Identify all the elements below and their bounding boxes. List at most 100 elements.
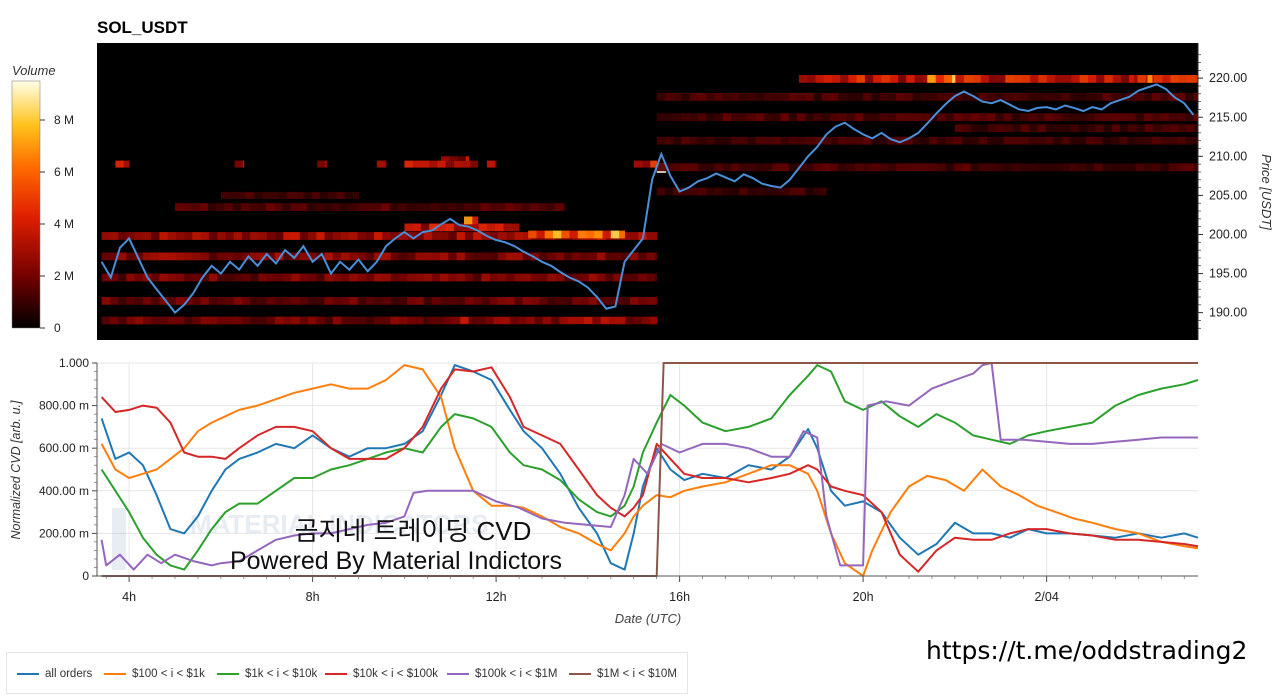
heatmap-cell [996, 124, 1005, 133]
heatmap-cell [952, 75, 956, 83]
channel-url[interactable]: https://t.me/oddstrading2 [926, 636, 1248, 665]
heatmap-cell [316, 252, 325, 261]
heatmap-cell [739, 187, 748, 196]
heatmap-cell [755, 93, 765, 101]
chart-canvas: SOL_USDT Volume 0 2 M 4 M 6 M 8 M 190.00 195.… [9, 18, 1274, 626]
heatmap-cell [1176, 113, 1186, 122]
heatmap-cell [580, 273, 590, 282]
heatmap-cell [747, 113, 757, 122]
legend-item[interactable]: $100 < i < $1k [104, 653, 205, 695]
heatmap-cell [175, 252, 185, 261]
heatmap-cell [365, 297, 375, 305]
heatmap-cell [1102, 93, 1112, 101]
legend-item[interactable]: $1M < i < $10M [569, 653, 677, 695]
heatmap-cell [1094, 163, 1103, 172]
heatmap-cell [299, 252, 309, 261]
heatmap-cell [415, 273, 425, 282]
heatmap-cell [142, 232, 152, 240]
heatmap-cell [755, 113, 765, 122]
heatmap-cell [797, 136, 806, 145]
heatmap-cell [275, 316, 284, 325]
heatmap-cell [266, 252, 276, 261]
heatmap-cell [315, 203, 325, 211]
heatmap-cell [980, 75, 990, 83]
heatmap-cell [863, 113, 872, 122]
heatmap-cell [1176, 93, 1186, 101]
heatmap-cell [123, 160, 130, 168]
heatmap-cell [935, 75, 945, 83]
heatmap-cell [887, 163, 897, 172]
heatmap-cell [788, 163, 798, 172]
heatmap-cell [440, 297, 449, 305]
heatmap-cell [617, 316, 626, 324]
heatmap-cell [963, 124, 972, 133]
heatmap-cell [317, 160, 326, 168]
heatmap-cell [506, 252, 515, 261]
heatmap-cell [382, 273, 391, 282]
heatmap-cell [497, 297, 507, 305]
heatmap-cell [522, 273, 532, 282]
price-tick-label: 215.00 [1209, 110, 1247, 124]
heatmap-cell [357, 232, 367, 240]
heatmap-cell [356, 203, 366, 211]
heatmap-cell [126, 273, 136, 282]
heatmap-cell [1127, 113, 1137, 122]
heatmap-cell [1193, 113, 1199, 122]
heatmap-cell [217, 316, 226, 325]
heatmap-cell [597, 297, 606, 305]
heatmap-cell [448, 297, 458, 305]
legend-item[interactable]: $1k < i < $10k [217, 653, 317, 695]
legend-item[interactable]: $10k < i < $100k [325, 653, 438, 695]
cvd-y-tick-label: 800.00 m [39, 399, 89, 413]
heatmap-cell [225, 252, 235, 261]
heatmap-cell [283, 316, 292, 325]
heatmap-cell [912, 113, 922, 122]
heatmap-cell [597, 252, 606, 261]
heatmap-cell [526, 316, 536, 324]
heatmap-cell [191, 203, 201, 211]
legend-swatch [447, 673, 469, 675]
heatmap-cell [714, 187, 724, 196]
heatmap-cell [1054, 75, 1064, 83]
heatmap-cell [1110, 93, 1120, 101]
heatmap-cell [630, 273, 639, 282]
cvd-x-tick-label: 2/04 [1034, 590, 1058, 604]
heatmap-cell [555, 273, 565, 282]
heatmap-cell [1194, 124, 1199, 133]
heatmap-cell [262, 191, 271, 199]
heatmap-cell [1153, 124, 1162, 133]
heatmap-cell [109, 273, 119, 282]
heatmap-cell [838, 93, 847, 101]
heatmap-cell [449, 156, 458, 161]
heatmap-cell [978, 136, 988, 145]
heatmap-cell [404, 223, 414, 232]
heatmap-cell [481, 252, 491, 261]
heatmap-cell [470, 223, 480, 232]
heatmap-cell [217, 273, 226, 282]
cvd-y-ticks: 0 200.00 m 400.00 m 600.00 m 800.00 m 1.000 [39, 356, 97, 583]
heatmap-cell [747, 136, 757, 145]
heatmap-cell [953, 163, 963, 172]
legend-item[interactable]: all orders [17, 653, 92, 695]
heatmap-cell [1127, 136, 1137, 145]
legend-item[interactable]: $100k < i < $1M [447, 653, 557, 695]
heatmap-cell [650, 316, 658, 324]
heatmap-cell [390, 297, 400, 305]
heatmap-cell [452, 316, 461, 324]
heatmap-cell [580, 252, 590, 261]
legend-swatch [569, 673, 591, 675]
heatmap-cell [906, 75, 915, 83]
heatmap-cell [473, 273, 482, 282]
legend-swatch [325, 673, 347, 675]
heatmap-cell [544, 230, 554, 239]
heatmap-cell [805, 93, 814, 101]
heatmap-cell [522, 297, 532, 305]
heatmap-cell [580, 297, 590, 305]
heatmap-cell [1135, 163, 1145, 172]
watermark-logo-text: MATERIAL INDICATORS [190, 509, 489, 539]
heatmap-cell [1003, 93, 1013, 101]
heatmap-cell [481, 297, 491, 305]
heatmap-cell [854, 136, 864, 145]
heatmap-cell [920, 93, 930, 101]
heatmap-cell [324, 316, 334, 325]
